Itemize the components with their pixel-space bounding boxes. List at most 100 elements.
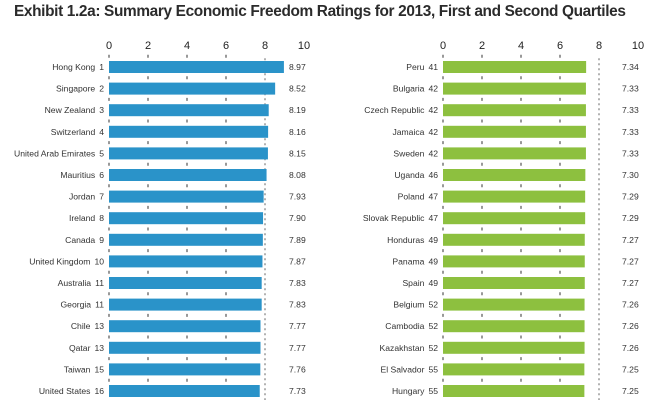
data-label: 8.08: [289, 170, 306, 180]
country-name: Slovak Republic: [363, 213, 425, 223]
bar: [443, 233, 585, 246]
data-label: 8.16: [289, 127, 306, 137]
bar: [443, 298, 585, 311]
category-label: Slovak Republic 47: [363, 213, 438, 223]
country-name: Hong Kong: [52, 62, 95, 72]
x-tick-label: 8: [262, 40, 268, 52]
country-name: El Salvador: [380, 364, 424, 374]
country-rank: 49: [428, 256, 438, 266]
category-label: Australia 11: [58, 278, 105, 288]
country-name: United Kingdom: [29, 256, 90, 266]
bar: [109, 190, 264, 203]
country-rank: 42: [428, 84, 438, 94]
x-tick-label: 4: [184, 40, 190, 52]
country-name: Taiwan: [64, 364, 91, 374]
bar: [443, 82, 586, 95]
x-tick-label: 6: [223, 40, 229, 52]
category-label: Uganda 46: [394, 170, 438, 180]
category-label: Taiwan 15: [64, 364, 105, 374]
data-label: 7.26: [622, 343, 639, 353]
country-rank: 2: [99, 84, 104, 94]
data-label: 7.33: [622, 148, 639, 158]
bar: [443, 385, 585, 397]
country-name: Qatar: [69, 343, 91, 353]
country-rank: 7: [99, 192, 104, 202]
country-rank: 11: [95, 300, 104, 310]
country-name: Canada: [65, 235, 95, 245]
country-name: Peru: [406, 62, 424, 72]
bar: [443, 61, 587, 73]
bar: [109, 147, 268, 160]
data-label: 8.19: [289, 105, 306, 115]
bar: [109, 320, 261, 333]
country-rank: 49: [428, 278, 438, 288]
data-label: 7.29: [622, 213, 639, 223]
country-name: Ireland: [69, 213, 95, 223]
category-label: Spain 49: [402, 278, 438, 288]
country-rank: 13: [94, 321, 104, 331]
x-tick-label: 10: [298, 40, 310, 52]
country-name: United States: [39, 386, 91, 396]
country-rank: 52: [428, 300, 438, 310]
bar: [109, 82, 276, 95]
country-rank: 47: [428, 192, 438, 202]
data-label: 7.34: [622, 62, 639, 72]
country-name: Bulgaria: [393, 84, 425, 94]
data-label: 8.15: [289, 148, 306, 158]
country-name: Czech Republic: [364, 105, 425, 115]
country-rank: 15: [94, 364, 104, 374]
data-label: 7.76: [289, 364, 306, 374]
country-rank: 55: [428, 386, 438, 396]
category-label: Jamaica 42: [392, 127, 438, 137]
x-tick-label: 6: [557, 40, 563, 52]
x-tick-label: 4: [518, 40, 524, 52]
category-label: Canada 9: [65, 235, 104, 245]
bar: [109, 363, 261, 376]
country-name: Belgium: [393, 300, 424, 310]
bar: [109, 104, 269, 117]
country-name: Singapore: [56, 84, 95, 94]
x-tick-label: 0: [106, 40, 112, 52]
category-label: New Zealand 3: [45, 105, 105, 115]
country-rank: 47: [428, 213, 438, 223]
category-label: Bulgaria 42: [393, 84, 438, 94]
country-name: Spain: [402, 278, 424, 288]
data-label: 7.93: [289, 192, 306, 202]
category-label: United States 16: [39, 386, 104, 396]
country-rank: 42: [428, 105, 438, 115]
data-label: 7.29: [622, 192, 639, 202]
category-label: Cambodia 52: [385, 321, 438, 331]
data-label: 7.33: [622, 127, 639, 137]
data-label: 7.73: [289, 386, 306, 396]
bar: [109, 255, 263, 268]
category-label: Hungary 55: [392, 386, 438, 396]
category-label: Ireland 8: [69, 213, 104, 223]
country-rank: 1: [99, 62, 104, 72]
country-rank: 16: [94, 386, 104, 396]
data-label: 7.33: [622, 105, 639, 115]
category-label: Honduras 49: [387, 235, 438, 245]
data-label: 7.26: [622, 321, 639, 331]
data-label: 7.25: [622, 386, 639, 396]
country-rank: 41: [428, 62, 438, 72]
country-name: Sweden: [393, 148, 424, 158]
category-label: El Salvador 55: [380, 364, 438, 374]
category-label: Hong Kong 1: [52, 62, 104, 72]
country-name: Honduras: [387, 235, 424, 245]
category-label: Singapore 2: [56, 84, 104, 94]
country-name: Poland: [398, 192, 425, 202]
country-name: Kazakhstan: [380, 343, 425, 353]
data-label: 7.87: [289, 256, 306, 266]
country-name: Australia: [58, 278, 92, 288]
country-rank: 13: [94, 343, 104, 353]
country-name: Hungary: [392, 386, 425, 396]
country-name: Georgia: [61, 300, 92, 310]
country-rank: 3: [99, 105, 104, 115]
category-label: Jordan 7: [69, 192, 104, 202]
bar: [443, 212, 586, 225]
category-label: Peru 41: [406, 62, 438, 72]
x-tick-label: 2: [145, 40, 151, 52]
data-label: 7.27: [622, 278, 639, 288]
